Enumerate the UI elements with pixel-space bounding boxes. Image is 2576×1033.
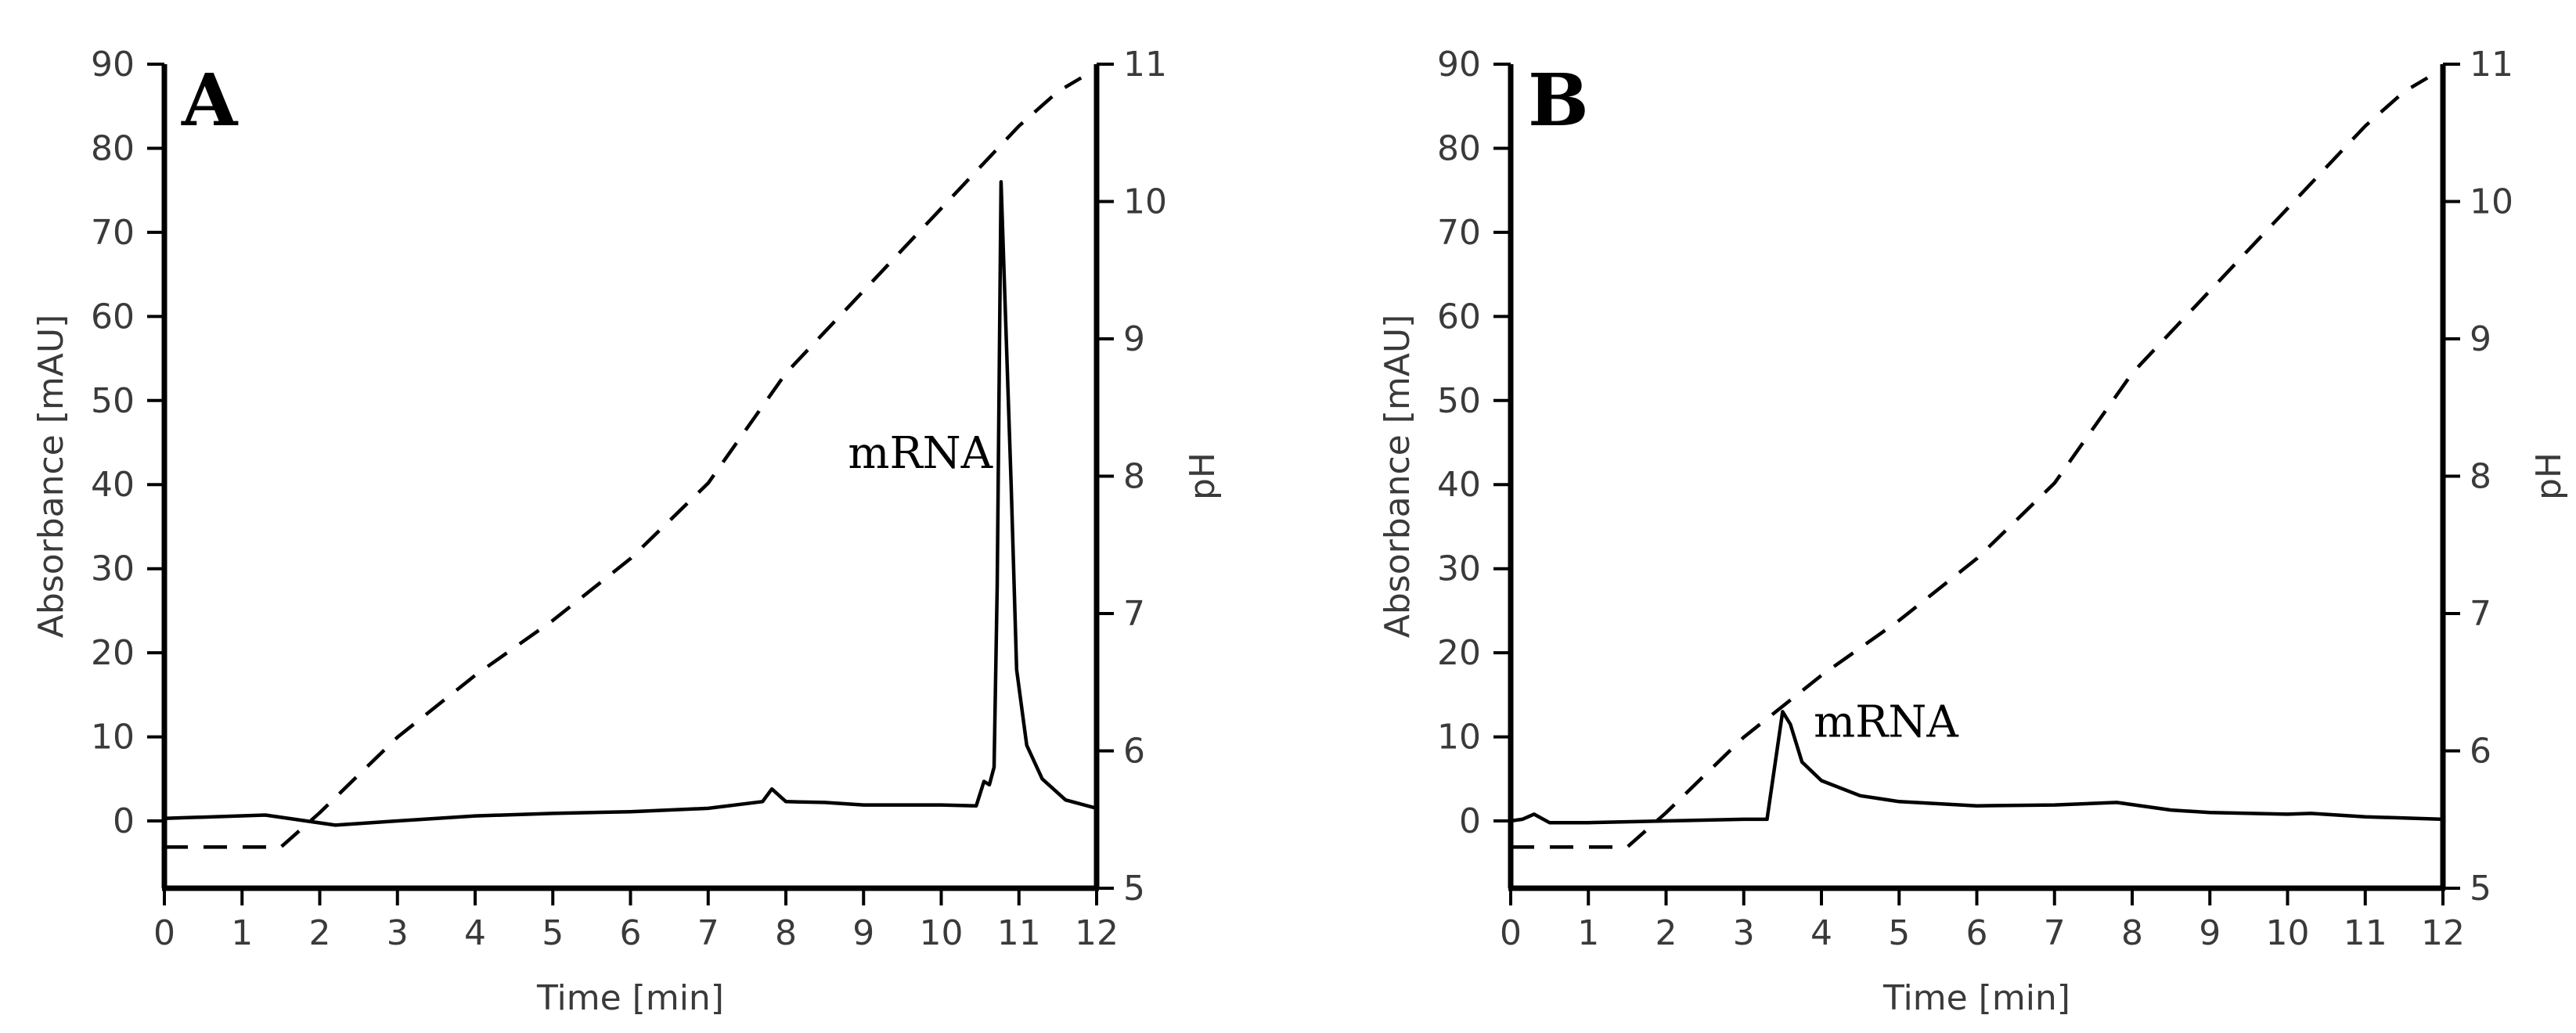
x-tick-label: 4 bbox=[1810, 913, 1832, 953]
y2-tick-label: 10 bbox=[1123, 182, 1167, 222]
y-tick-label: 0 bbox=[1459, 801, 1481, 841]
x-tick-label: 3 bbox=[387, 913, 409, 953]
absorbance-line bbox=[1510, 710, 2444, 825]
x-tick-label: 6 bbox=[620, 913, 642, 953]
x-tick-label: 8 bbox=[2121, 913, 2143, 953]
y-tick-label: 10 bbox=[91, 718, 135, 758]
x-tick-label: 1 bbox=[1577, 913, 1599, 953]
x-tick-label: 3 bbox=[1733, 913, 1755, 953]
absorbance-line bbox=[164, 180, 1097, 827]
panel-label: B bbox=[1528, 58, 1589, 142]
y-tick-label: 80 bbox=[91, 128, 135, 168]
x-tick-label: 0 bbox=[153, 913, 175, 953]
y-tick-label: 70 bbox=[91, 213, 135, 253]
y2-tick-label: 7 bbox=[2470, 594, 2491, 634]
y-axis-title: Absorbance [mAU] bbox=[1378, 315, 1418, 639]
y2-tick-label: 7 bbox=[1123, 594, 1145, 634]
y2-axis-title: pH bbox=[1183, 452, 1223, 500]
ph-dashed-line bbox=[164, 76, 1083, 849]
panel-a: 0 1 2 3 4 5 6 7 8 9 10 11 12010203040506070809056789… bbox=[31, 45, 1223, 1018]
y-tick-label: 20 bbox=[1437, 633, 1481, 673]
y-tick-label: 50 bbox=[1437, 381, 1481, 421]
y2-tick-label: 11 bbox=[2470, 45, 2513, 85]
x-axis-title: Time [min] bbox=[1882, 978, 2070, 1018]
mrna-annotation: mRNA bbox=[1814, 697, 1958, 748]
x-axis-title: Time [min] bbox=[536, 978, 724, 1018]
x-tick-label: 0 bbox=[1500, 913, 1522, 953]
y-tick-label: 10 bbox=[1437, 718, 1481, 758]
x-tick-label: 11 bbox=[2344, 913, 2387, 953]
panel-b: 0 1 2 3 4 5 6 7 8 9 10 11 12010203040506070809056789… bbox=[1378, 45, 2569, 1018]
y-tick-label: 40 bbox=[1437, 465, 1481, 505]
y2-tick-label: 8 bbox=[2470, 457, 2491, 497]
x-tick-label: 7 bbox=[697, 913, 719, 953]
x-tick-label: 2 bbox=[1655, 913, 1677, 953]
y2-tick-label: 6 bbox=[1123, 732, 1145, 772]
x-tick-label: 9 bbox=[852, 913, 874, 953]
x-tick-label: 8 bbox=[775, 913, 797, 953]
y-tick-label: 60 bbox=[91, 297, 135, 337]
y2-tick-label: 9 bbox=[2470, 319, 2491, 359]
x-tick-label: 5 bbox=[1888, 913, 1910, 953]
y2-tick-label: 5 bbox=[2470, 869, 2491, 909]
y-axis-title: Absorbance [mAU] bbox=[31, 315, 71, 639]
panel-label: A bbox=[181, 58, 239, 142]
x-tick-label: 11 bbox=[997, 913, 1041, 953]
y2-tick-label: 6 bbox=[2470, 732, 2491, 772]
mrna-annotation: mRNA bbox=[848, 428, 993, 479]
y2-tick-label: 9 bbox=[1123, 319, 1145, 359]
y2-tick-label: 10 bbox=[2470, 182, 2513, 222]
x-tick-label: 2 bbox=[309, 913, 331, 953]
y-tick-label: 70 bbox=[1437, 213, 1481, 253]
y2-tick-label: 8 bbox=[1123, 457, 1145, 497]
y-tick-label: 30 bbox=[1437, 549, 1481, 589]
x-tick-label: 12 bbox=[2421, 913, 2465, 953]
y-tick-label: 50 bbox=[91, 381, 135, 421]
x-tick-label: 9 bbox=[2199, 913, 2221, 953]
x-tick-label: 4 bbox=[464, 913, 486, 953]
x-tick-label: 6 bbox=[1966, 913, 1988, 953]
x-tick-label: 12 bbox=[1075, 913, 1119, 953]
y2-axis-title: pH bbox=[2529, 452, 2569, 500]
y-tick-label: 90 bbox=[91, 45, 135, 85]
y-tick-label: 90 bbox=[1437, 45, 1481, 85]
y2-tick-label: 11 bbox=[1123, 45, 1167, 85]
ph-dashed-line bbox=[1511, 76, 2429, 849]
y-tick-label: 60 bbox=[1437, 297, 1481, 337]
x-tick-label: 10 bbox=[920, 913, 964, 953]
y-tick-label: 40 bbox=[91, 465, 135, 505]
y-tick-label: 80 bbox=[1437, 128, 1481, 168]
y2-tick-label: 5 bbox=[1123, 869, 1145, 909]
x-tick-label: 1 bbox=[231, 913, 253, 953]
x-tick-label: 7 bbox=[2044, 913, 2066, 953]
y-tick-label: 0 bbox=[113, 801, 135, 841]
y-tick-label: 20 bbox=[91, 633, 135, 673]
x-tick-label: 5 bbox=[542, 913, 564, 953]
x-tick-label: 10 bbox=[2266, 913, 2310, 953]
y-tick-label: 30 bbox=[91, 549, 135, 589]
